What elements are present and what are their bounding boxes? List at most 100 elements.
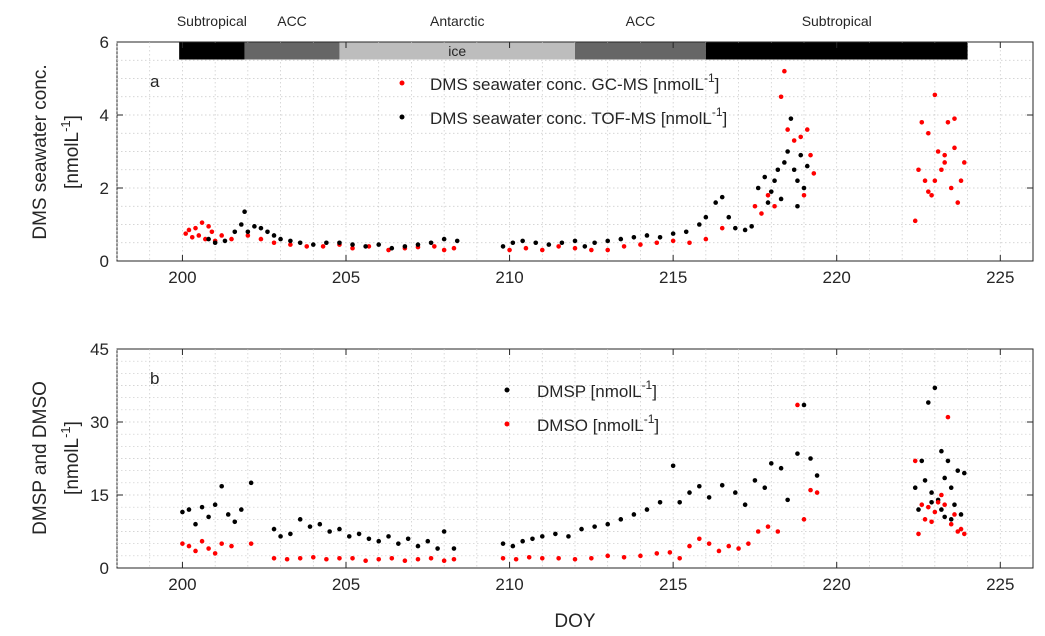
data-point-a-s0 — [801, 193, 807, 198]
region-label: Antarctic — [430, 13, 484, 29]
data-point-b-s1 — [916, 531, 921, 537]
data-point-b-s1 — [942, 502, 947, 508]
data-point-a-s1 — [454, 238, 460, 244]
region-segment — [339, 42, 575, 60]
data-point-a-s0 — [958, 178, 964, 183]
data-point-b-s1 — [939, 492, 944, 498]
data-point-b-s0 — [317, 521, 323, 527]
data-point-a-s1 — [683, 229, 689, 235]
data-point-a-s0 — [765, 193, 771, 198]
data-point-a-s0 — [271, 240, 277, 246]
data-point-b-s1 — [206, 546, 211, 551]
data-point-a-s0 — [432, 244, 437, 249]
legend-marker-gc-ms — [399, 80, 405, 86]
legend-label-dmsp: DMSP [nmolL-1] — [537, 378, 657, 401]
panel-b-points — [180, 385, 967, 563]
x-tick-label: 215 — [659, 268, 687, 287]
data-point-a-s0 — [451, 245, 457, 251]
data-point-b-s0 — [948, 517, 954, 522]
data-point-a-s0 — [916, 167, 921, 173]
data-point-a-s1 — [546, 242, 552, 247]
data-point-b-s1 — [932, 509, 938, 515]
x-tick-label: 220 — [823, 268, 851, 287]
data-point-a-s1 — [402, 244, 408, 249]
data-point-a-s0 — [798, 134, 804, 140]
data-point-b-s1 — [526, 554, 532, 560]
data-point-b-s0 — [926, 400, 931, 405]
data-point-a-s1 — [271, 233, 277, 238]
data-point-a-s0 — [304, 244, 310, 249]
data-point-a-s0 — [791, 138, 797, 143]
data-point-b-s1 — [500, 555, 506, 561]
data-point-b-s1 — [958, 526, 964, 532]
data-point-b-s0 — [808, 456, 813, 461]
data-point-b-s1 — [795, 402, 800, 408]
data-point-b-s0 — [962, 470, 967, 476]
data-point-b-s1 — [919, 502, 925, 508]
data-point-a-s0 — [752, 203, 758, 209]
data-point-b-s0 — [376, 538, 382, 544]
region-segment — [575, 42, 706, 60]
data-point-a-s1 — [212, 240, 218, 246]
x-tick-label: 200 — [168, 268, 196, 287]
region-segment — [705, 42, 968, 60]
data-point-a-s1 — [428, 240, 434, 246]
data-point-a-s0 — [952, 145, 957, 151]
y-tick-label: 30 — [90, 413, 109, 432]
data-point-b-s0 — [199, 504, 205, 510]
data-point-b-s0 — [644, 507, 650, 512]
data-point-b-s0 — [415, 543, 421, 549]
region-label: Subtropical — [177, 13, 247, 29]
data-point-b-s1 — [736, 546, 741, 551]
data-point-a-s1 — [795, 178, 800, 183]
data-point-a-s0 — [808, 152, 813, 158]
data-point-a-s0 — [572, 245, 578, 251]
data-point-b-s1 — [922, 517, 928, 522]
data-point-b-s0 — [929, 490, 934, 495]
data-point-b-s0 — [785, 497, 790, 503]
data-point-a-s1 — [795, 203, 800, 209]
data-point-a-s1 — [801, 185, 807, 191]
data-point-b-s0 — [206, 514, 211, 520]
data-point-a-s0 — [193, 225, 198, 231]
data-point-b-s0 — [942, 514, 947, 520]
data-point-a-s1 — [765, 200, 771, 205]
data-point-b-s1 — [389, 555, 395, 561]
data-point-b-s0 — [916, 507, 921, 512]
data-point-b-s1 — [324, 556, 329, 562]
data-point-a-s0 — [929, 193, 934, 198]
panel-a-points — [183, 68, 967, 253]
data-point-b-s0 — [288, 531, 293, 537]
panel-b-ylabel: DMSP and DMSO — [30, 381, 51, 535]
data-point-a-s0 — [939, 167, 944, 173]
data-point-a-s0 — [183, 231, 188, 236]
data-point-a-s1 — [785, 149, 790, 154]
data-point-a-s1 — [389, 245, 395, 251]
data-point-b-s1 — [765, 524, 771, 529]
data-point-b-s1 — [801, 517, 807, 522]
data-point-a-s0 — [952, 116, 957, 121]
data-point-b-s1 — [929, 519, 934, 525]
panel-a-grid — [116, 42, 1033, 261]
data-point-b-s1 — [589, 555, 594, 561]
data-point-a-s1 — [605, 238, 611, 244]
legend-label-tof-ms: DMS seawater conc. TOF-MS [nmolL-1] — [430, 105, 727, 128]
data-point-a-s0 — [811, 171, 817, 176]
data-point-a-s0 — [945, 120, 951, 125]
data-point-b-s1 — [180, 541, 185, 546]
data-point-b-s0 — [193, 521, 198, 527]
data-point-a-s1 — [618, 236, 624, 242]
data-point-a-s1 — [755, 185, 761, 191]
data-point-b-s1 — [284, 556, 290, 562]
data-point-b-s0 — [742, 502, 748, 508]
data-point-b-s0 — [733, 490, 738, 495]
data-point-a-s0 — [919, 120, 925, 125]
data-point-b-s0 — [932, 385, 938, 391]
data-point-b-s0 — [605, 521, 611, 527]
data-point-a-s0 — [320, 244, 326, 249]
data-point-b-s0 — [955, 468, 961, 473]
data-point-a-s1 — [775, 167, 781, 173]
region-bar: Subtropical ACC Antarctic ice ACC Subtropical — [177, 13, 968, 60]
data-point-b-s1 — [952, 512, 957, 517]
